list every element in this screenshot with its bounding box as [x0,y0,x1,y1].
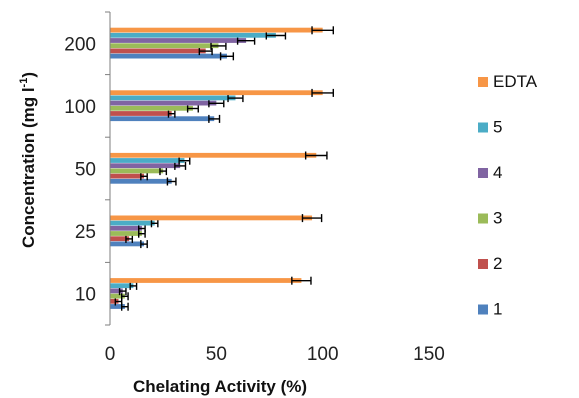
bar-2-200 [110,48,206,54]
y-tick-label: 25 [75,222,96,243]
x-tick-label: 0 [105,344,116,365]
y-tick-label: 10 [75,285,96,306]
legend-label-1: 1 [493,300,502,319]
bar-3-25 [110,231,142,236]
bar-5-200 [110,32,276,38]
legend-label-2: 2 [493,254,502,273]
bar-5-10 [110,283,134,289]
bar-3-50 [110,168,164,174]
x-tick-label: 150 [413,344,445,365]
y-tick-labels: 10 25 50 100 200 [64,34,96,305]
bar-edta-200 [110,27,323,33]
bar-4-50 [110,163,181,169]
x-axis-title: Chelating Activity (%) [133,377,307,396]
bar-3-100 [110,105,193,111]
bar-edta-25 [110,215,313,221]
legend-swatch-1 [478,304,488,315]
bar-4-100 [110,100,217,106]
bar-4-10 [110,288,123,294]
y-axis-title-end: ) [19,72,38,78]
bar-3-200 [110,43,219,49]
legend-label-3: 3 [493,209,502,228]
bar-2-50 [110,173,145,179]
legend-label-edta: EDTA [493,72,538,91]
legend-swatch-5 [478,122,488,133]
bar-4-200 [110,38,247,43]
legend-swatch-2 [478,259,488,269]
y-tick-label: 100 [64,97,96,118]
bar-edta-10 [110,278,302,283]
bar-5-50 [110,158,185,163]
bar-5-100 [110,95,236,101]
bar-2-10 [110,298,119,304]
bar-1-200 [110,53,227,59]
bar-2-100 [110,111,172,116]
y-tick-label: 200 [64,34,96,55]
bar-1-50 [110,178,172,184]
x-tick-label: 100 [307,344,339,365]
bar-2-25 [110,236,130,242]
legend-swatch-edta [478,77,488,87]
legend-swatch-4 [478,168,488,178]
x-tick-labels: 0 50 100 150 [105,344,445,365]
bar-1-100 [110,116,215,122]
bar-4-25 [110,225,142,231]
bars-group [105,11,334,326]
y-axis-title-sup: -1 [18,78,30,88]
legend-swatch-3 [478,213,488,224]
bar-1-10 [110,304,125,309]
x-tick-label: 50 [206,344,227,365]
bar-edta-50 [110,152,317,158]
legend: EDTA 5 4 3 2 1 [478,72,538,319]
bar-edta-100 [110,90,323,96]
bar-3-10 [110,293,125,299]
legend-label-4: 4 [493,163,502,182]
bar-1-25 [110,241,145,247]
y-axis-title: Concentration (mg l-1) [18,72,38,248]
bar-5-25 [110,220,155,226]
y-tick-label: 50 [75,160,96,181]
y-axis-title-main: Concentration (mg l [19,87,38,248]
legend-label-5: 5 [493,118,502,137]
